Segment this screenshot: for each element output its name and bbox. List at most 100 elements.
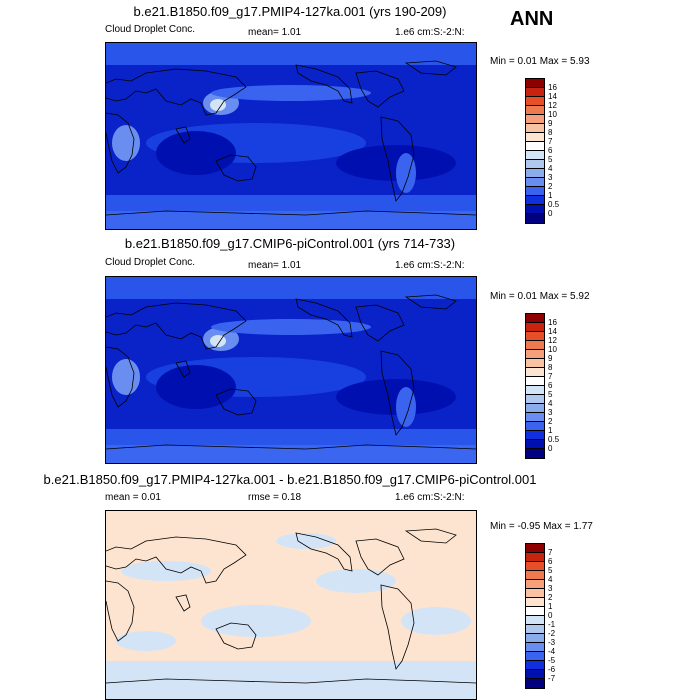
panel-2-colorbar-swatch xyxy=(526,350,544,359)
panel-2-colorbar-swatch xyxy=(526,413,544,422)
panel-2-colorbar-tick: 5 xyxy=(548,390,553,399)
panel-2-mean-label: mean= 1.01 xyxy=(248,260,302,271)
panel-3-colorbar-tick: -4 xyxy=(548,647,556,656)
panel-2-colorbar-swatch xyxy=(526,359,544,368)
panel-2-colorbar-tick: 9 xyxy=(548,354,553,363)
panel-2-colorbar-tick: 14 xyxy=(548,327,557,336)
panel-3-colorbar-tick: -1 xyxy=(548,620,556,629)
panel-2-colorbar-swatch xyxy=(526,395,544,404)
panel-1-map-field xyxy=(106,43,476,229)
panel-3-title: b.e21.B1850.f09_g17.PMIP4-127ka.001 - b.… xyxy=(43,472,537,487)
panel-1-colorbar-swatch xyxy=(526,187,544,196)
panel-2-colorbar-tick: 2 xyxy=(548,417,553,426)
panel-2-colorbar-swatch xyxy=(526,377,544,386)
panel-2-colorbar xyxy=(525,313,545,459)
panel-2-map xyxy=(105,276,477,464)
panel-1-map xyxy=(105,42,477,230)
panel-3-colorbar-tick: 0 xyxy=(548,611,553,620)
panel-2-title: b.e21.B1850.f09_g17.CMIP6-piControl.001 … xyxy=(124,236,456,251)
panel-3-colorbar-tick: -2 xyxy=(548,629,556,638)
panel-1-colorbar-swatch xyxy=(526,106,544,115)
season-label: ANN xyxy=(510,8,554,30)
panel-2-colorbar-swatch xyxy=(526,422,544,431)
panel-3-colorbar-tick: 3 xyxy=(548,584,553,593)
panel-2-colorbar-swatch xyxy=(526,404,544,413)
panel-3-colorbar-swatch xyxy=(526,670,544,679)
panel-3-colorbar-swatch xyxy=(526,607,544,616)
panel-3-colorbar-tick: 6 xyxy=(548,557,553,566)
panel-1-colorbar-tick: 16 xyxy=(548,83,557,92)
panel-3-colorbar-swatch xyxy=(526,652,544,661)
panel-3-colorbar-swatch xyxy=(526,634,544,643)
panel-1-colorbar-tick: 7 xyxy=(548,137,553,146)
panel-1-colorbar-swatch xyxy=(526,133,544,142)
panel-3-colorbar-tick: 7 xyxy=(548,548,553,557)
panel-3-minmax-label: Min = -0.95 Max = 1.77 xyxy=(490,521,593,532)
panel-3-colorbar-swatch xyxy=(526,544,544,553)
panel-3-colorbar-tick: -6 xyxy=(548,665,556,674)
panel-3-map xyxy=(105,510,477,700)
panel-3-colorbar-tick: 5 xyxy=(548,566,553,575)
panel-1-colorbar-swatch xyxy=(526,169,544,178)
panel-2-colorbar-tick: 16 xyxy=(548,318,557,327)
panel-1-colorbar-tick: 12 xyxy=(548,101,557,110)
panel-3-rmse-label: rmse = 0.18 xyxy=(248,492,302,503)
panel-3-colorbar-swatch xyxy=(526,571,544,580)
panel-3-colorbar-swatch xyxy=(526,679,544,688)
panel-3-colorbar-tick: -5 xyxy=(548,656,556,665)
panel-1-colorbar-tick: 2 xyxy=(548,182,553,191)
panel-2-variable-label: Cloud Droplet Conc. xyxy=(105,257,196,268)
panel-2-colorbar-swatch xyxy=(526,431,544,440)
panel-2-colorbar-swatch xyxy=(526,341,544,350)
panel-3-colorbar-swatch xyxy=(526,589,544,598)
panel-3-colorbar-swatch xyxy=(526,553,544,562)
panel-2-colorbar-swatch xyxy=(526,440,544,449)
panel-2-colorbar-swatch xyxy=(526,386,544,395)
panel-1-colorbar-swatch xyxy=(526,97,544,106)
panel-1-colorbar-tick: 4 xyxy=(548,164,553,173)
panel-3-colorbar-swatch xyxy=(526,661,544,670)
panel-1-mean-label: mean= 1.01 xyxy=(248,27,302,38)
panel-1-colorbar-swatch xyxy=(526,205,544,214)
panel-2-colorbar-tick: 7 xyxy=(548,372,553,381)
panel-1-colorbar-swatch xyxy=(526,178,544,187)
panel-3-colorbar-tick: 4 xyxy=(548,575,553,584)
panel-1-colorbar-swatch xyxy=(526,79,544,88)
panel-1-colorbar-swatch xyxy=(526,160,544,169)
panel-2-units-label: 1.e6 cm:S:-2:N: xyxy=(395,260,465,271)
panel-2-colorbar-swatch xyxy=(526,368,544,377)
panel-2-colorbar-tick: 8 xyxy=(548,363,553,372)
panel-1-colorbar-swatch xyxy=(526,142,544,151)
panel-1-colorbar-tick: 8 xyxy=(548,128,553,137)
panel-2-colorbar-swatch xyxy=(526,449,544,458)
panel-1-colorbar xyxy=(525,78,545,224)
panel-1-minmax-label: Min = 0.01 Max = 5.93 xyxy=(490,56,590,67)
panel-3-colorbar-swatch xyxy=(526,616,544,625)
panel-3-colorbar-swatch xyxy=(526,580,544,589)
panel-2-colorbar-tick: 4 xyxy=(548,399,553,408)
panel-1-colorbar-tick: 0.5 xyxy=(548,200,560,209)
panel-1-colorbar-tick: 6 xyxy=(548,146,553,155)
panel-1-colorbar-tick: 10 xyxy=(548,110,557,119)
panel-3-colorbar xyxy=(525,543,545,689)
panel-3-mean-label: mean = 0.01 xyxy=(105,492,161,503)
panel-2-colorbar-tick: 12 xyxy=(548,336,557,345)
panel-1-colorbar-tick: 14 xyxy=(548,92,557,101)
panel-1-colorbar-swatch xyxy=(526,115,544,124)
panel-1-colorbar-tick: 5 xyxy=(548,155,553,164)
panel-3-colorbar-tick: 2 xyxy=(548,593,553,602)
panel-3-colorbar-tick: -3 xyxy=(548,638,556,647)
panel-1-colorbar-swatch xyxy=(526,151,544,160)
panel-1-colorbar-tick: 9 xyxy=(548,119,553,128)
panel-3-colorbar-swatch xyxy=(526,625,544,634)
panel-1-units-label: 1.e6 cm:S:-2:N: xyxy=(395,27,465,38)
panel-1-colorbar-tick: 0 xyxy=(548,209,553,218)
panel-1-colorbar-swatch xyxy=(526,214,544,223)
panel-2-map-field xyxy=(106,277,476,463)
panel-3-map-field xyxy=(106,511,476,699)
panel-3-units-label: 1.e6 cm:S:-2:N: xyxy=(395,492,465,503)
panel-2-colorbar-swatch xyxy=(526,323,544,332)
panel-1-variable-label: Cloud Droplet Conc. xyxy=(105,24,196,35)
panel-2-colorbar-tick: 3 xyxy=(548,408,553,417)
panel-2-minmax-label: Min = 0.01 Max = 5.92 xyxy=(490,291,590,302)
